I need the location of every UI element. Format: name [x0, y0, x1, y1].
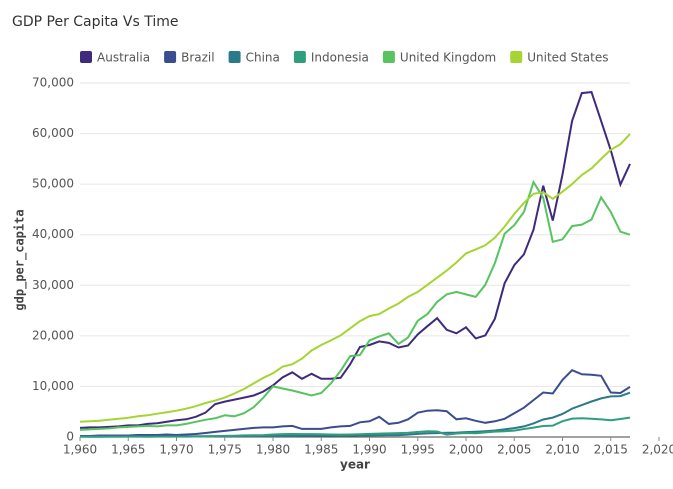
- legend-swatch: [510, 51, 523, 63]
- legend-label: Australia: [97, 51, 150, 65]
- series-line: [80, 416, 631, 438]
- x-tick-label: 2,015: [594, 443, 628, 457]
- x-axis-title: year: [340, 458, 370, 472]
- x-tick-label: 1,975: [208, 443, 242, 457]
- legend-label: China: [246, 51, 280, 65]
- y-tick-label: 40,000: [32, 227, 74, 241]
- legend-label: Brazil: [181, 51, 215, 65]
- series-line: [79, 391, 631, 438]
- series-line: [79, 133, 631, 423]
- series-line: [80, 369, 631, 437]
- y-tick-label: 50,000: [32, 177, 74, 191]
- y-tick-label: 10,000: [32, 379, 74, 393]
- legend-label: United States: [527, 51, 608, 65]
- x-tick-label: 2,000: [449, 443, 483, 457]
- series-line: [79, 179, 631, 431]
- y-tick-label: 70,000: [32, 76, 74, 90]
- x-tick-label: 1,995: [401, 443, 435, 457]
- x-tick-label: 1,965: [111, 443, 145, 457]
- y-axis-title: gdp_per_capita: [13, 209, 28, 310]
- legend-swatch: [293, 51, 306, 63]
- chart-title: GDP Per Capita Vs Time: [12, 14, 179, 30]
- legend-swatch: [382, 51, 395, 63]
- y-tick-label: 20,000: [32, 328, 74, 342]
- series-line: [79, 91, 631, 429]
- legend-label: United Kingdom: [400, 51, 496, 65]
- x-tick-label: 2,010: [545, 443, 579, 457]
- legend-swatch: [228, 51, 241, 63]
- x-tick-label: 1,970: [159, 443, 193, 457]
- y-tick-label: 30,000: [32, 278, 74, 292]
- x-tick-label: 1,960: [63, 443, 97, 457]
- legend-swatch: [164, 51, 177, 63]
- legend-swatch: [80, 51, 92, 63]
- legend-label: Indonesia: [311, 51, 369, 65]
- x-tick-label: 2,020: [642, 443, 673, 457]
- x-tick-label: 1,980: [256, 443, 290, 457]
- x-tick-label: 1,985: [304, 443, 338, 457]
- x-tick-label: 2,005: [497, 443, 531, 457]
- x-tick-label: 1,990: [352, 443, 386, 457]
- y-tick-label: 0: [66, 430, 74, 444]
- y-tick-label: 60,000: [32, 126, 74, 140]
